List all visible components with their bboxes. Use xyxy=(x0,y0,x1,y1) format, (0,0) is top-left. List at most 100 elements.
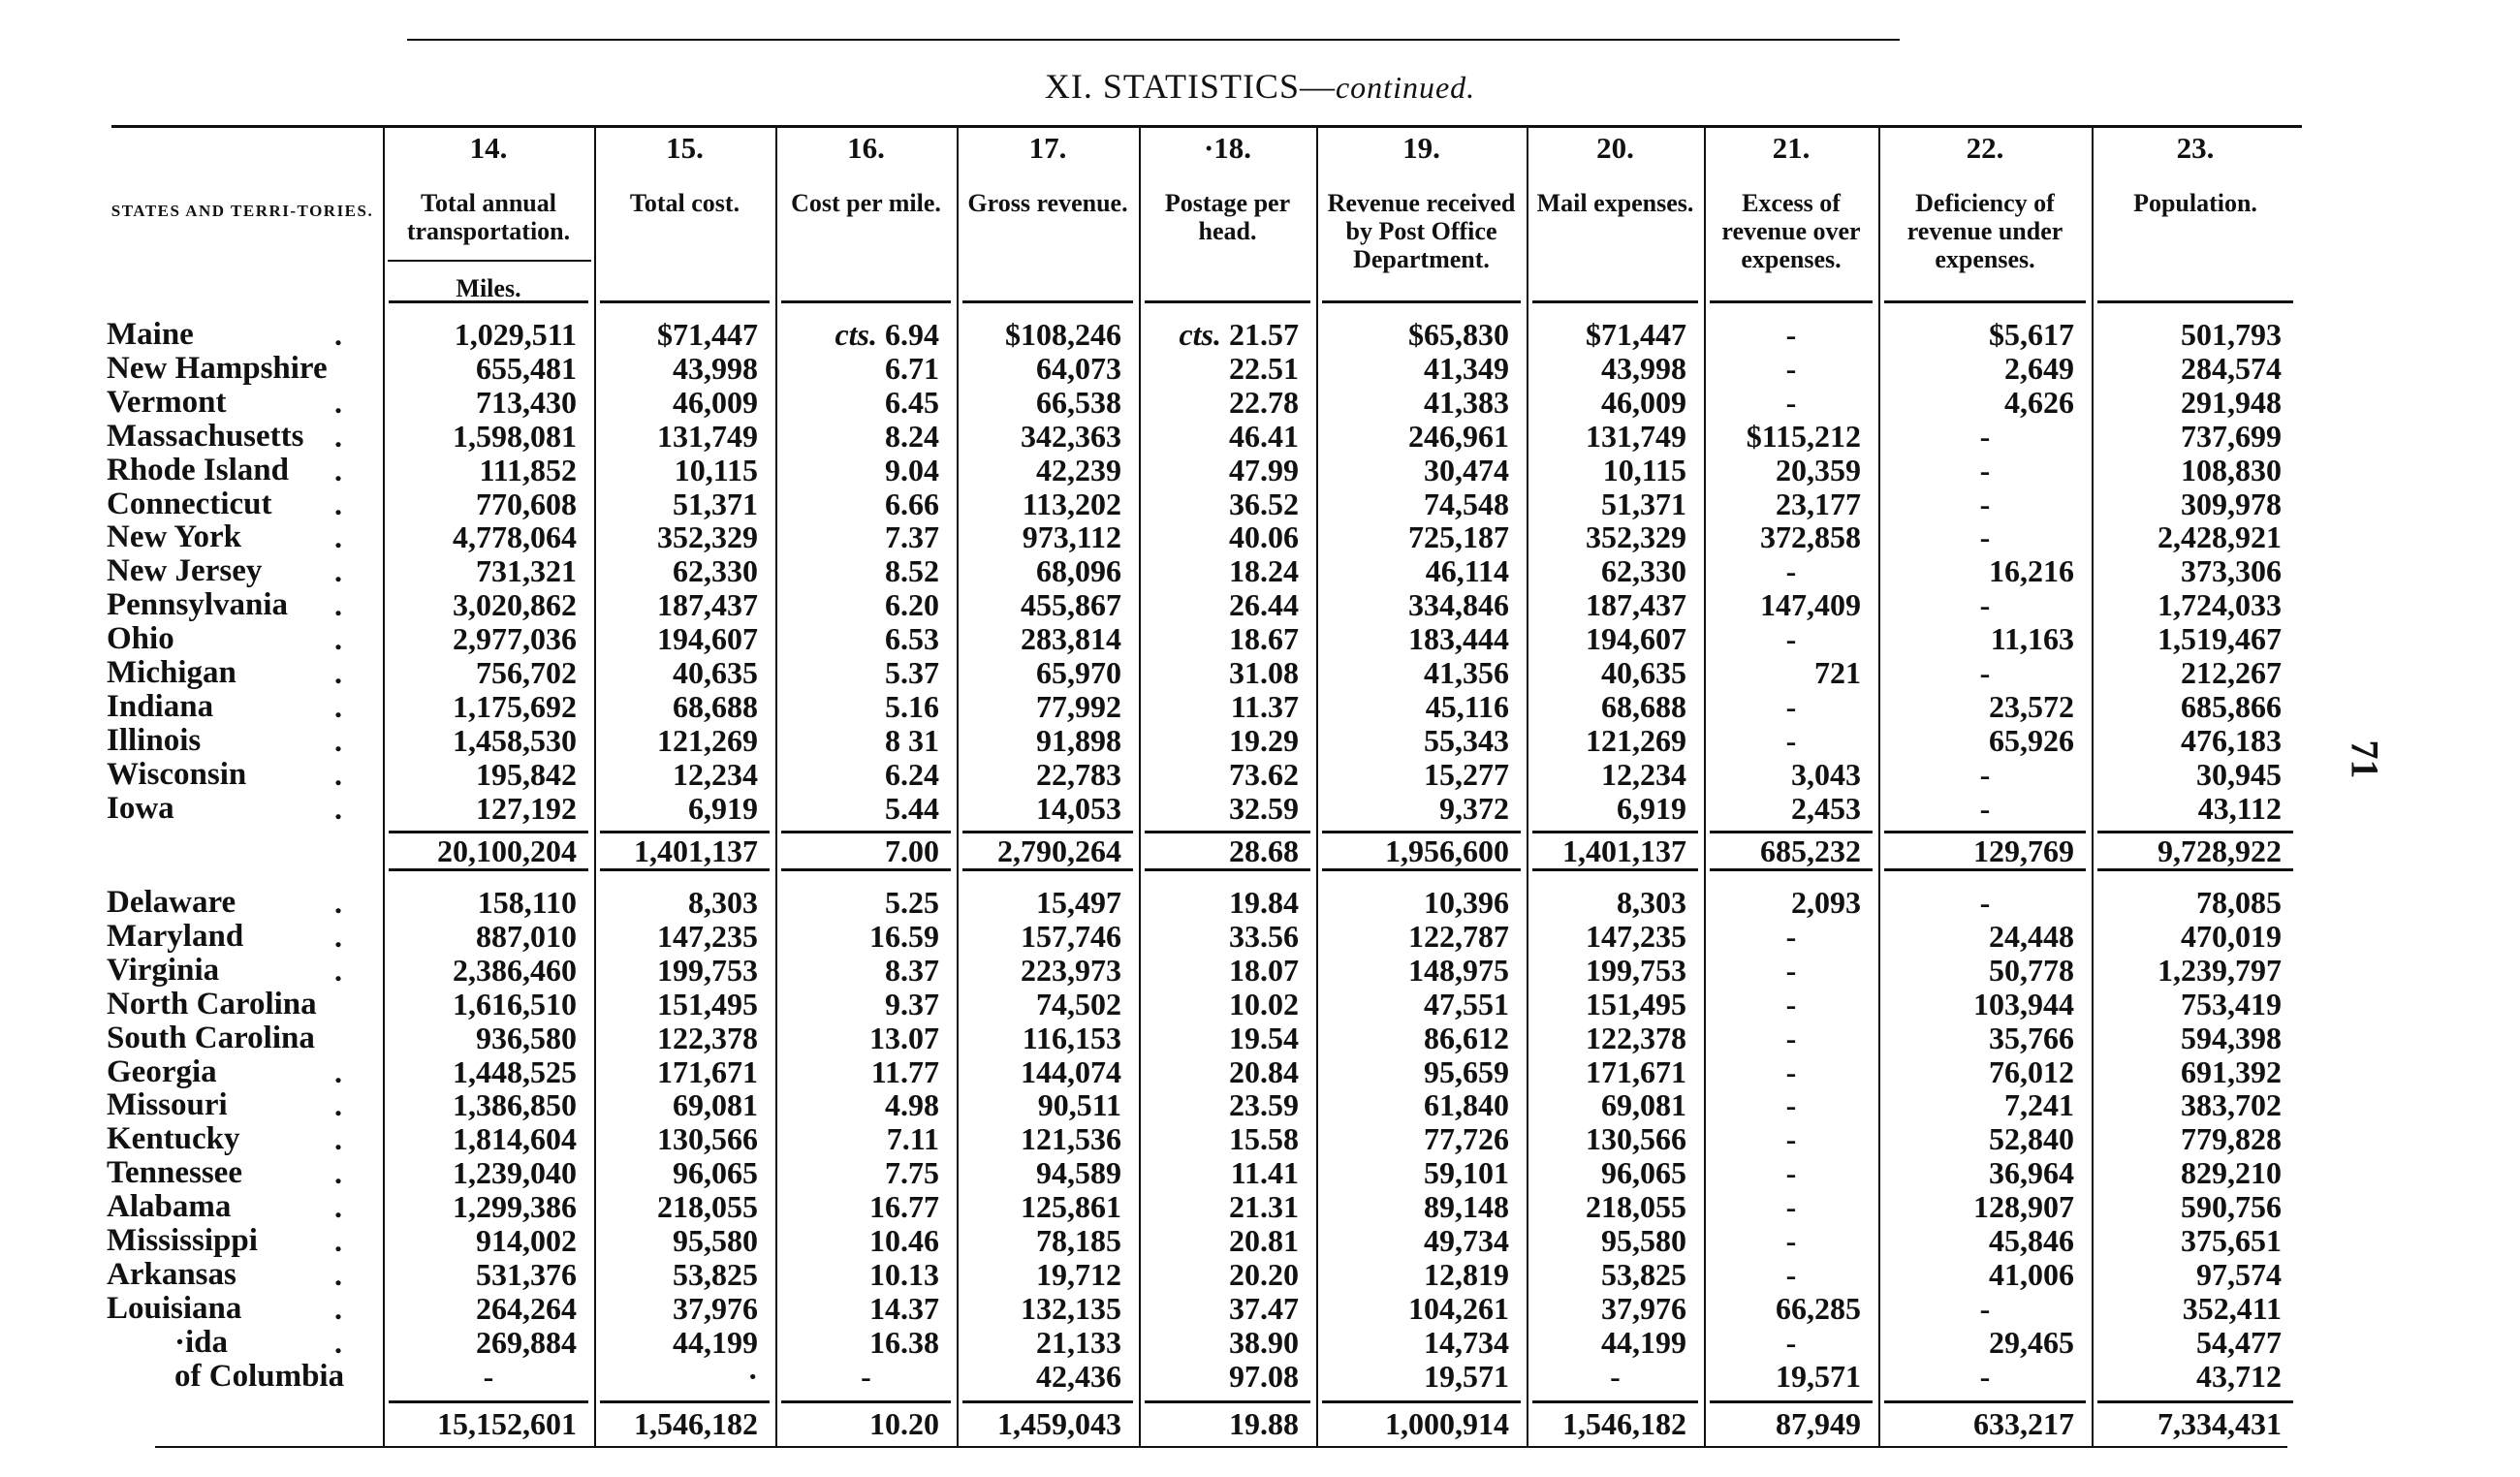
table-cell: 19.84 xyxy=(1229,885,1299,920)
table-cell: 3,043 xyxy=(1791,756,1861,792)
total-cell: 10.20 xyxy=(869,1406,939,1441)
table-cell: 20.20 xyxy=(1229,1256,1299,1292)
table-cell: 104,261 xyxy=(1408,1290,1509,1326)
header-rule xyxy=(2097,300,2293,303)
table-cell: 22,783 xyxy=(1036,756,1121,792)
table-cell: 1,239,040 xyxy=(453,1155,577,1191)
leader-dot: . xyxy=(334,1324,342,1360)
table-cell: - xyxy=(1785,350,1797,386)
leader-dot: . xyxy=(334,1121,342,1157)
table-cell: 1,616,510 xyxy=(453,986,577,1021)
table-cell: 22.78 xyxy=(1229,384,1299,420)
table-cell: 151,495 xyxy=(1586,986,1686,1021)
table-cell: 19,571 xyxy=(1776,1358,1861,1394)
table-cell: 51,371 xyxy=(673,486,758,521)
table-cell: 61,840 xyxy=(1424,1087,1509,1123)
table-cell: 8.52 xyxy=(885,553,939,589)
leader-dot: . xyxy=(334,621,342,657)
table-cell: 590,756 xyxy=(2181,1189,2282,1225)
table-cell: 10.46 xyxy=(869,1223,939,1258)
state-name: Pennsylvania xyxy=(107,587,289,623)
table-cell: 43,998 xyxy=(1601,350,1686,386)
header-rule xyxy=(1532,300,1698,303)
miles-unit-label: Miles. xyxy=(456,274,521,302)
table-cell: 3,020,862 xyxy=(453,587,577,623)
subtotal-rule xyxy=(1884,1400,2086,1403)
leader-dot: . xyxy=(334,1290,342,1326)
table-cell: 31.08 xyxy=(1229,655,1299,690)
table-cell: 77,726 xyxy=(1424,1121,1509,1157)
total-cell: 633,217 xyxy=(1973,1406,2074,1441)
table-cell: 76,012 xyxy=(1989,1053,2074,1089)
table-cell: 132,135 xyxy=(1021,1290,1121,1326)
table-cell: 45,116 xyxy=(1425,688,1509,724)
table-cell: 130,566 xyxy=(1586,1121,1686,1157)
table-cell: 95,580 xyxy=(1601,1223,1686,1258)
table-cell: 5.16 xyxy=(885,688,939,724)
column-divider xyxy=(1878,128,1880,1446)
table-cell: 2,386,460 xyxy=(453,952,577,988)
table-cell: 11.37 xyxy=(1230,688,1299,724)
table-cell: 218,055 xyxy=(1586,1189,1686,1225)
table-cell: - xyxy=(1979,1290,1991,1326)
table-cell: 264,264 xyxy=(476,1290,577,1326)
state-name: Kentucky xyxy=(107,1121,240,1157)
table-cell: 171,671 xyxy=(657,1053,758,1089)
table-cell: 5.25 xyxy=(885,885,939,920)
table-cell: 246,961 xyxy=(1408,418,1509,454)
state-name: Alabama xyxy=(107,1189,232,1225)
table-cell: - xyxy=(1785,1223,1797,1258)
table-cell: 131,749 xyxy=(1586,418,1686,454)
column-number: ·18. xyxy=(1203,131,1252,165)
table-cell: 1,519,467 xyxy=(2158,621,2282,657)
table-cell: 121,536 xyxy=(1021,1121,1121,1157)
table-cell: 16,216 xyxy=(1989,553,2074,589)
state-name: Iowa xyxy=(107,790,174,826)
column-divider xyxy=(1704,128,1706,1446)
table-cell: 9.37 xyxy=(885,986,939,1021)
table-cell: - xyxy=(1610,1358,1621,1394)
state-name: ·ida xyxy=(174,1324,229,1360)
table-cell: 147,235 xyxy=(1586,918,1686,954)
table-cell: 97.08 xyxy=(1229,1358,1299,1394)
rule-miles xyxy=(388,260,591,262)
table-cell: 131,749 xyxy=(657,418,758,454)
state-name: Wisconsin xyxy=(107,756,247,792)
state-name: Delaware xyxy=(107,885,236,920)
table-cell: 2,428,921 xyxy=(2158,519,2282,555)
table-cell: 21.31 xyxy=(1229,1189,1299,1225)
table-cell: 30,474 xyxy=(1424,452,1509,487)
table-cell: 1,029,511 xyxy=(454,317,577,352)
header-rule xyxy=(1710,868,1873,871)
state-name: Massachusetts xyxy=(107,418,304,454)
table-cell: 183,444 xyxy=(1408,621,1509,657)
table-cell: 15,497 xyxy=(1036,885,1121,920)
table-cell: 2,453 xyxy=(1791,790,1861,826)
table-cell: 11,163 xyxy=(1990,621,2074,657)
table-cell: 18.24 xyxy=(1229,553,1299,589)
table-cell: 122,378 xyxy=(1586,1020,1686,1055)
table-cell: 1,386,850 xyxy=(453,1087,577,1123)
table-cell: - xyxy=(1785,1121,1797,1157)
table-cell: 46,009 xyxy=(1601,384,1686,420)
table-cell: 52,840 xyxy=(1989,1121,2074,1157)
table-cell: 18.67 xyxy=(1229,621,1299,657)
header-rule xyxy=(389,300,588,303)
table-cell: 148,975 xyxy=(1408,952,1509,988)
table-cell: 9,372 xyxy=(1439,790,1509,826)
table-cell: $71,447 xyxy=(657,317,758,352)
table-cell: 195,842 xyxy=(476,756,577,792)
table-cell: 122,378 xyxy=(657,1020,758,1055)
leader-dot: . xyxy=(334,1087,342,1123)
subtotal-rule xyxy=(1710,1400,1873,1403)
table-cell: 26.44 xyxy=(1229,587,1299,623)
header-rule xyxy=(600,868,770,871)
header-rule xyxy=(962,868,1133,871)
table-cell: 269,884 xyxy=(476,1324,577,1360)
table-cell: 68,688 xyxy=(673,688,758,724)
table-cell: 43,112 xyxy=(2197,790,2282,826)
state-name: of Columbia xyxy=(174,1358,345,1394)
table-cell: 14,053 xyxy=(1036,790,1121,826)
total-cell: 20,100,204 xyxy=(437,833,577,868)
table-cell: 373,306 xyxy=(2181,553,2282,589)
